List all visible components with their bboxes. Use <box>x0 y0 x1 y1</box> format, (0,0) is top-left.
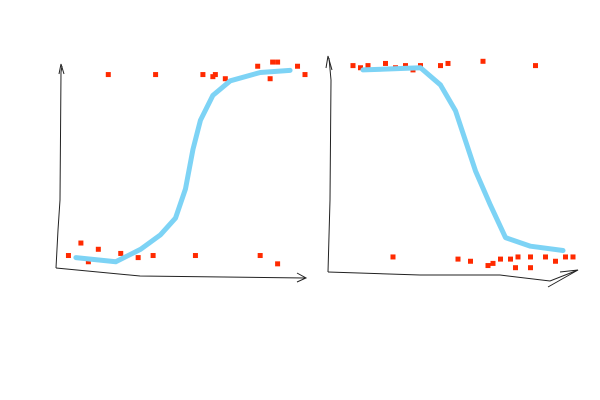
data-point <box>135 255 141 261</box>
data-point <box>192 253 198 259</box>
data-point <box>445 60 451 66</box>
data-point <box>153 72 159 78</box>
data-point <box>563 254 568 260</box>
data-point <box>105 72 111 78</box>
data-point <box>543 254 548 260</box>
data-point <box>485 263 491 269</box>
x-axis <box>327 269 579 282</box>
data-point <box>403 63 408 69</box>
data-point <box>513 265 518 271</box>
fitted-curve <box>73 67 293 265</box>
x-axis-arrow <box>296 272 308 283</box>
data-point <box>222 76 228 82</box>
data-point <box>118 250 124 256</box>
data-point <box>490 260 496 266</box>
data-point <box>65 253 71 259</box>
data-point <box>255 63 261 69</box>
data-point <box>275 59 281 65</box>
data-point <box>365 63 371 69</box>
data-point <box>383 60 388 66</box>
data-point <box>95 246 101 252</box>
data-point <box>295 63 301 69</box>
x-axis <box>55 267 306 279</box>
data-point <box>78 240 84 246</box>
data-point <box>480 58 486 64</box>
data-point <box>85 259 91 265</box>
data-point <box>390 254 396 260</box>
data-point <box>515 254 521 260</box>
data-point <box>533 63 538 69</box>
data-point <box>468 258 473 264</box>
x-axis-arrow <box>547 269 579 288</box>
data-point <box>212 72 218 78</box>
data-point <box>528 265 533 271</box>
data-point <box>358 65 363 71</box>
data-point <box>302 72 308 78</box>
data-point <box>508 256 513 262</box>
data-point <box>455 256 461 262</box>
data-point <box>350 63 356 69</box>
data-point <box>498 256 503 262</box>
data-point <box>150 253 156 259</box>
y-axis-arrow <box>58 63 65 75</box>
y-axis <box>55 65 63 269</box>
y-axis-arrow <box>325 55 333 71</box>
y-axis <box>327 57 332 273</box>
data-point <box>270 59 276 65</box>
data-point <box>528 254 533 260</box>
data-point <box>553 258 558 264</box>
fitted-curve <box>360 65 566 253</box>
data-point <box>267 76 273 82</box>
data-point <box>257 253 263 259</box>
data-point <box>570 254 576 260</box>
data-point <box>438 63 443 69</box>
data-point <box>275 261 281 267</box>
data-point <box>200 72 206 78</box>
